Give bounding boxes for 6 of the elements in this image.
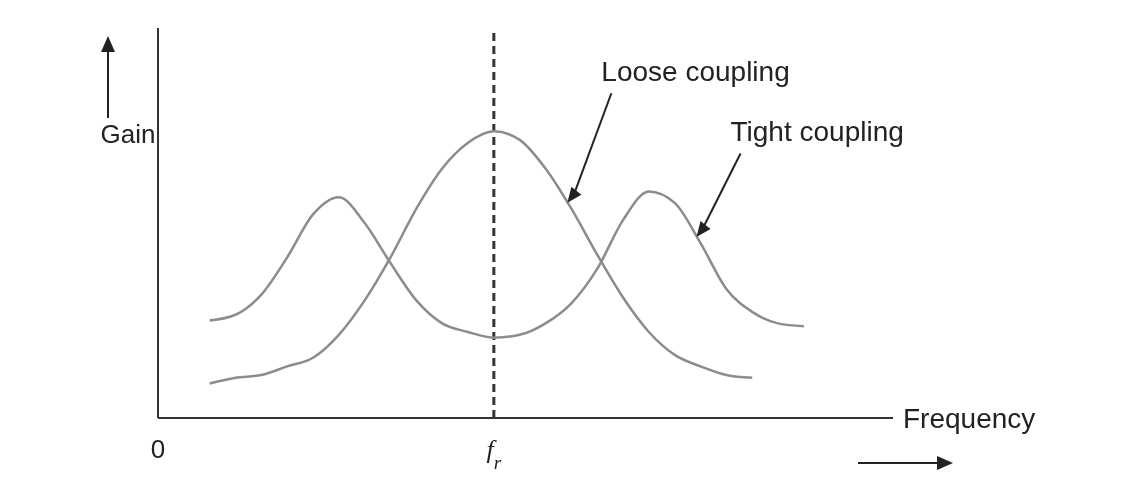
text: Loose coupling bbox=[601, 56, 790, 88]
text: Tight coupling bbox=[730, 116, 904, 148]
x-axis-title: Frequency bbox=[903, 403, 1036, 434]
y-axis-title: Gain bbox=[100, 119, 156, 149]
x-tick-label: 0 bbox=[150, 434, 166, 464]
x-tick-label: f$_{r}$ bbox=[486, 435, 502, 473]
